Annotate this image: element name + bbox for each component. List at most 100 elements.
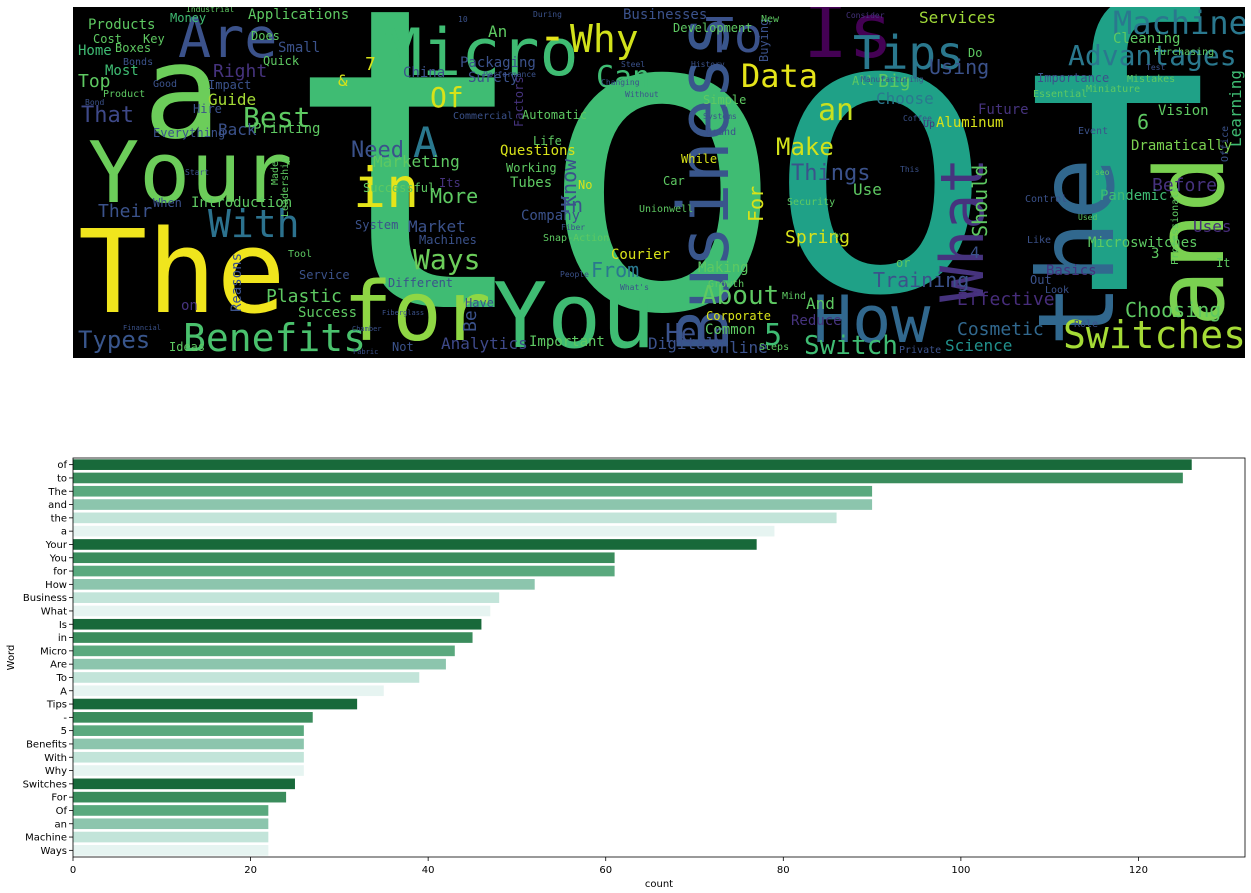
cloud-word: Types (78, 326, 150, 354)
cloud-word: Printing (253, 121, 320, 137)
cloud-word: Does (251, 29, 280, 43)
y-tick-label: The (47, 487, 67, 498)
cloud-word: Plastic (266, 286, 342, 307)
cloud-word: Are (178, 7, 277, 70)
word-cloud: to of The a Your and the for You How Business What I… (73, 7, 1245, 358)
cloud-word: - (538, 8, 567, 64)
cloud-word: Systems (703, 112, 737, 121)
cloud-word: Their (98, 201, 152, 222)
cloud-word: Uses (1193, 217, 1232, 236)
cloud-word: People (560, 270, 589, 279)
cloud-word: 7 (365, 54, 376, 75)
y-tick-label: A (60, 686, 67, 697)
cloud-word: Tubes (510, 175, 552, 191)
bar (73, 565, 615, 577)
cloud-word: Corporate (706, 309, 771, 323)
cloud-word: Different (388, 276, 453, 290)
cloud-word: Fiber (561, 223, 585, 232)
cloud-word: Quick (263, 54, 300, 68)
cloud-word: Bonds (123, 57, 153, 68)
y-tick-label: the (51, 513, 67, 524)
cloud-word: Good (153, 79, 177, 90)
word-count-bar-chart: of to The and the a Your You for How Business What I… (6, 457, 1246, 890)
bar (73, 645, 455, 657)
bar (73, 751, 304, 763)
cloud-word: Marketing (373, 152, 460, 171)
cloud-word: Professionals (1170, 187, 1181, 265)
cloud-word: During (533, 10, 562, 19)
cloud-word: Making (698, 260, 749, 276)
bar (73, 499, 873, 510)
cloud-word: Boxes (115, 41, 151, 55)
y-tick-label: Business (23, 593, 67, 604)
bar (73, 725, 304, 736)
cloud-word: With (208, 202, 300, 246)
cloud-word: Made (270, 161, 281, 185)
cloud-word: Basics (1046, 263, 1097, 279)
cloud-word: Market (408, 217, 466, 236)
cloud-word: Out (1030, 273, 1052, 287)
cloud-word: Office (1220, 126, 1231, 162)
cloud-word: Financial (123, 324, 161, 332)
cloud-word: Surety (468, 70, 519, 86)
cloud-word: System (355, 218, 398, 232)
cloud-word: Steel (621, 60, 645, 69)
bar (73, 698, 358, 710)
cloud-word: Reduce (791, 313, 842, 329)
cloud-word: Effective (957, 289, 1055, 310)
cloud-word: More (430, 184, 478, 208)
cloud-word: Businesses (623, 7, 707, 23)
cloud-word: by (834, 231, 844, 240)
cloud-word: Should (968, 165, 992, 237)
cloud-word: And (806, 294, 835, 313)
cloud-word: Industrial (186, 7, 234, 14)
cloud-word: Advantages (1068, 39, 1237, 72)
x-tick-label: 120 (1129, 865, 1148, 876)
cloud-word: Choosing (1125, 298, 1221, 322)
cloud-word: Switch (804, 331, 898, 358)
cloud-word: In (559, 193, 583, 217)
cloud-word: Chamber (352, 325, 382, 333)
cloud-word: This (900, 165, 919, 174)
cloud-word: An (488, 22, 507, 41)
cloud-word: seo (1095, 168, 1110, 177)
y-tick-label: in (58, 633, 67, 644)
cloud-word: About (701, 281, 779, 311)
cloud-word: Most (105, 63, 139, 79)
cloud-word: While (681, 152, 717, 166)
cloud-word: Data (741, 57, 818, 95)
cloud-word: Snap-Action (543, 233, 609, 244)
bar (73, 712, 313, 723)
cloud-word: Changing (601, 78, 640, 87)
cloud-word: 5 (764, 318, 782, 353)
cloud-word: Its (439, 176, 461, 190)
cloud-word: Do (968, 46, 982, 60)
bar (73, 738, 304, 750)
cloud-word: for (343, 265, 491, 358)
cloud-word: From (591, 258, 639, 282)
y-tick-label: and (48, 500, 67, 511)
bar (73, 459, 1192, 470)
cloud-word: Online (710, 338, 768, 357)
plot-frame (72, 457, 1246, 858)
cloud-word: & (338, 71, 348, 90)
cloud-word: Everything (153, 126, 225, 140)
cloud-word: Machine (1113, 7, 1245, 42)
cloud-word: Guide (208, 90, 256, 109)
cloud-word: Ways (413, 243, 480, 276)
cloud-word: Questions (500, 143, 576, 159)
y-tick-label: for (53, 567, 68, 578)
cloud-word: Miniature (1086, 84, 1140, 95)
cloud-word: Steps (759, 342, 789, 353)
y-tick-label: Your (45, 540, 68, 551)
cloud-word: Vision (1158, 103, 1209, 119)
cloud-word: Small (278, 40, 320, 56)
cloud-word: Test (1146, 63, 1165, 72)
cloud-word: Essential (1033, 89, 1087, 100)
cloud-word: Spring (785, 227, 850, 248)
cloud-word: Courier (611, 247, 670, 263)
cloud-word: Cost (93, 32, 122, 46)
cloud-word: New (761, 14, 780, 25)
y-tick-label: a (61, 527, 67, 538)
cloud-word: Commercial (453, 111, 513, 122)
